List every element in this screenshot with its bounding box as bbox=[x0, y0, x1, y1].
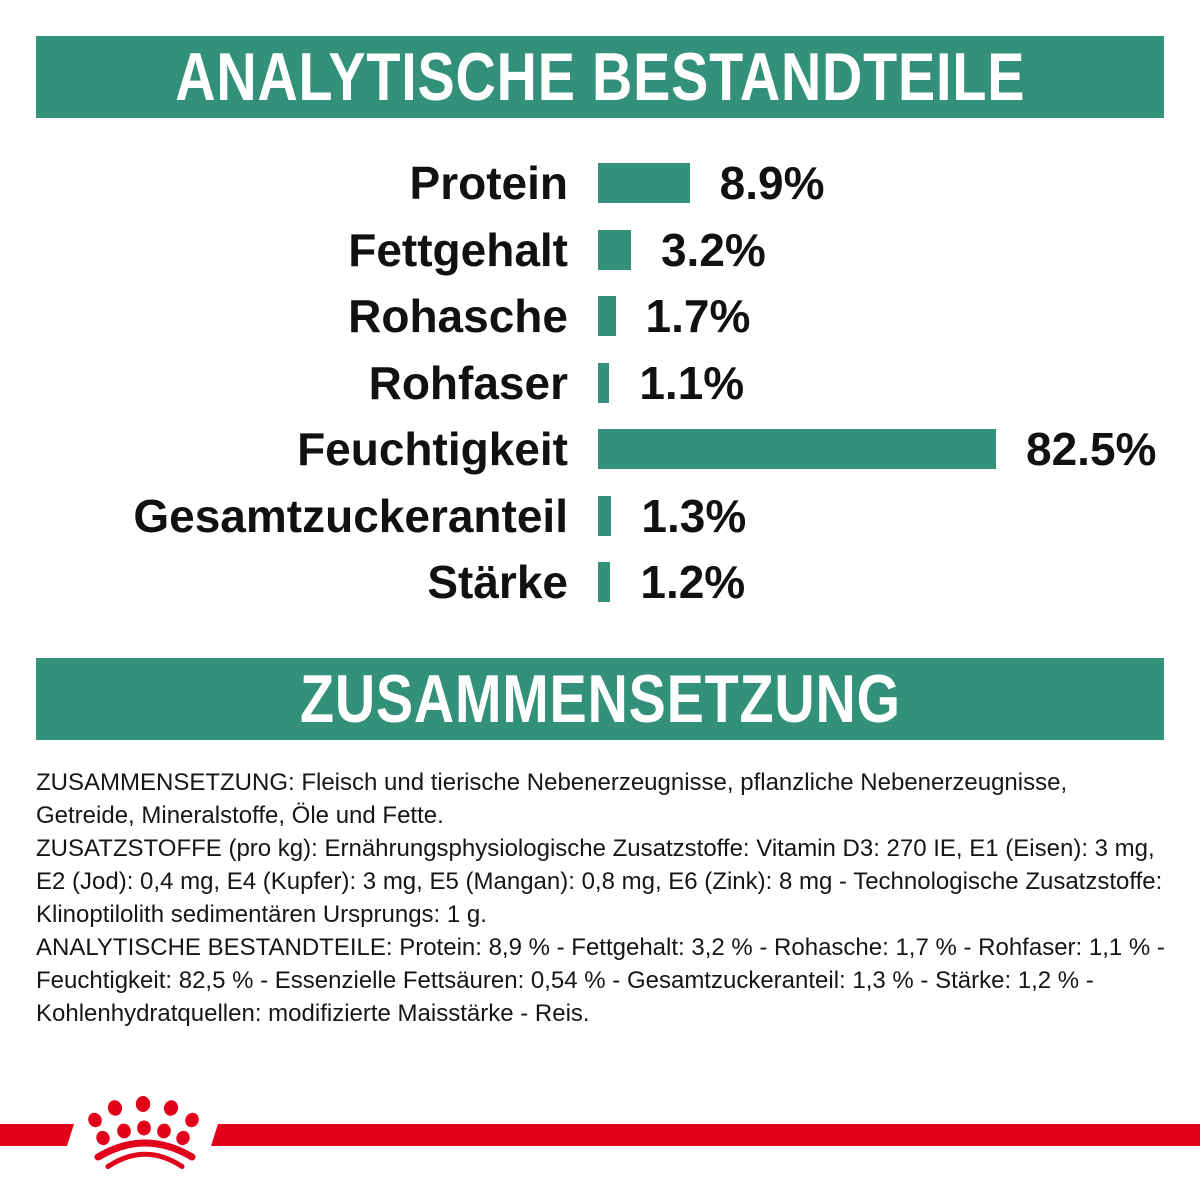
composition-banner: ZUSAMMENSETZUNG bbox=[36, 658, 1164, 740]
analytical-banner-title: ANALYTISCHE BESTANDTEILE bbox=[175, 39, 1025, 115]
composition-banner-title: ZUSAMMENSETZUNG bbox=[299, 661, 901, 737]
chart-value-label: 82.5% bbox=[1026, 423, 1157, 476]
chart-row-rohfaser: Rohfaser 1.1% bbox=[0, 350, 1200, 417]
composition-text: ZUSAMMENSETZUNG: Fleisch und tierische N… bbox=[36, 766, 1166, 1030]
chart-bar bbox=[598, 229, 631, 270]
chart-value-label: 1.7% bbox=[645, 290, 751, 343]
analytical-banner: ANALYTISCHE BESTANDTEILE bbox=[36, 36, 1164, 118]
chart-category-label: Fettgehalt bbox=[348, 223, 568, 276]
chart-row-fettgehalt: Fettgehalt 3.2% bbox=[0, 217, 1200, 284]
red-stripe-right bbox=[211, 1124, 1200, 1146]
chart-category-label: Feuchtigkeit bbox=[297, 423, 568, 476]
chart-row-starke: Stärke 1.2% bbox=[0, 549, 1200, 616]
chart-bar bbox=[598, 495, 612, 536]
chart-row-feuchtigkeit: Feuchtigkeit 82.5% bbox=[0, 416, 1200, 483]
chart-bar bbox=[598, 562, 611, 603]
chart-bar bbox=[598, 429, 996, 470]
chart-value-label: 8.9% bbox=[719, 157, 825, 210]
chart-value-label: 1.3% bbox=[641, 489, 747, 542]
chart-row-rohasche: Rohasche 1.7% bbox=[0, 283, 1200, 350]
crown-base-arcs bbox=[94, 1139, 196, 1169]
chart-category-label: Stärke bbox=[427, 556, 568, 609]
additives-paragraph: ZUSATZSTOFFE (pro kg): Ernährungsphysiol… bbox=[36, 835, 1163, 928]
red-stripe-left bbox=[0, 1124, 74, 1146]
chart-category-label: Rohfaser bbox=[368, 356, 568, 409]
chart-category-label: Rohasche bbox=[348, 290, 568, 343]
chart-bar bbox=[598, 296, 616, 337]
chart-bar bbox=[598, 163, 690, 204]
chart-bar bbox=[598, 362, 610, 403]
chart-value-label: 1.2% bbox=[640, 556, 746, 609]
composition-paragraph: ZUSAMMENSETZUNG: Fleisch und tierische N… bbox=[36, 769, 1068, 829]
crown-paw-dots bbox=[88, 1096, 199, 1146]
chart-value-label: 3.2% bbox=[660, 223, 766, 276]
analytical-paragraph: ANALYTISCHE BESTANDTEILE: Protein: 8,9 %… bbox=[36, 934, 1165, 1027]
royal-canin-crown-logo bbox=[88, 1096, 199, 1169]
chart-row-protein: Protein 8.9% bbox=[0, 150, 1200, 217]
chart-category-label: Protein bbox=[409, 157, 568, 210]
chart-category-label: Gesamtzuckeranteil bbox=[133, 489, 568, 542]
chart-row-gesamtzuckeranteil: Gesamtzuckeranteil 1.3% bbox=[0, 483, 1200, 550]
chart-value-label: 1.1% bbox=[639, 356, 745, 409]
analytical-constituents-chart: Protein 8.9% Fettgehalt 3.2% Rohasche 1.7% Roh… bbox=[0, 150, 1200, 616]
